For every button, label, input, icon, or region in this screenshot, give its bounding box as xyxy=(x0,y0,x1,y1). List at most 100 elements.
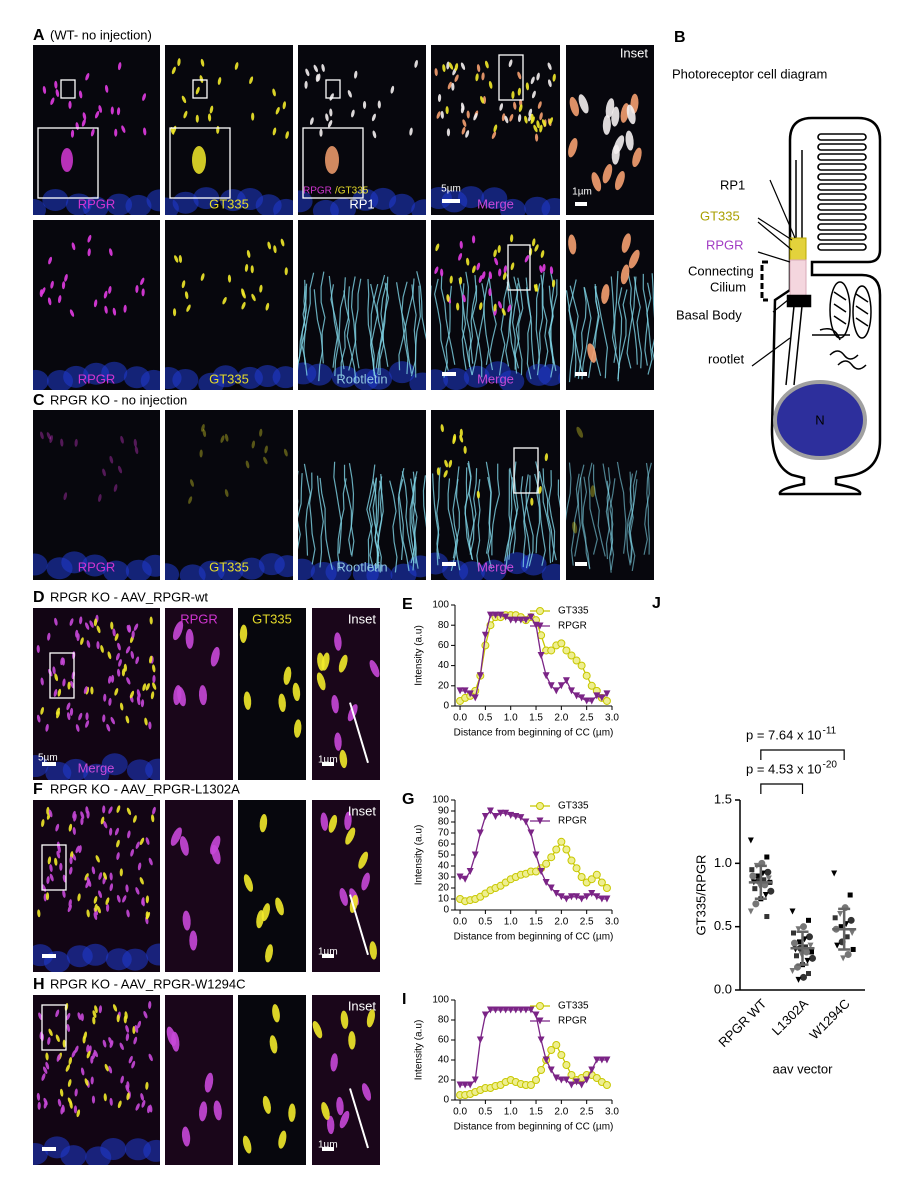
marker xyxy=(577,661,586,670)
marker xyxy=(844,934,850,940)
image-bg xyxy=(431,410,560,580)
inset-box xyxy=(60,79,76,99)
stain-dot xyxy=(190,479,194,487)
marker xyxy=(547,682,555,690)
zoom-dot xyxy=(192,146,206,174)
rootletin-fiber xyxy=(550,279,558,372)
significance-bracket xyxy=(760,783,804,794)
stain-dot xyxy=(524,115,528,124)
rootletin-fiber xyxy=(628,479,638,572)
stain-dot xyxy=(109,1097,113,1106)
stain-dot xyxy=(102,1039,107,1048)
stain-dot xyxy=(37,909,41,918)
stain-dot xyxy=(80,1013,84,1022)
stain-dot xyxy=(267,241,271,250)
panel-letter: A xyxy=(33,27,45,44)
marker xyxy=(567,893,575,901)
y-tick-label: 80 xyxy=(438,1015,450,1026)
x-tick-label: 2.0 xyxy=(554,1107,568,1118)
marker xyxy=(602,884,611,892)
stain-dot xyxy=(41,1073,46,1081)
stain-dot xyxy=(436,467,441,476)
stain-dot xyxy=(339,1110,350,1129)
stain-dot xyxy=(251,293,256,302)
y-tick-label: 1.5 xyxy=(714,791,732,806)
stain-dot xyxy=(83,686,88,694)
stain-dot xyxy=(145,1081,149,1090)
stain-dot xyxy=(414,60,418,68)
stain-dot xyxy=(86,909,90,918)
channel-label: Merge xyxy=(477,196,514,211)
stain-dot xyxy=(466,110,470,119)
stain-dot xyxy=(540,250,545,258)
scale-bar xyxy=(575,202,587,206)
stain-dot xyxy=(498,268,502,277)
stain-dot xyxy=(448,459,453,468)
stain-dot xyxy=(112,1004,118,1012)
stain-dot xyxy=(55,89,60,97)
stain-dot xyxy=(87,248,91,257)
nucleus-stain xyxy=(146,943,160,966)
stain-dot xyxy=(104,1063,109,1072)
y-tick-label: 60 xyxy=(438,839,450,850)
scale-label: 1µm xyxy=(318,947,338,958)
stain-dot xyxy=(122,895,127,903)
y-tick-label: 20 xyxy=(438,1075,450,1086)
y-tick-label: 0 xyxy=(443,1095,449,1106)
marker xyxy=(800,923,807,931)
stain-dot xyxy=(107,675,112,684)
sd-bar xyxy=(754,864,767,901)
stain-dot xyxy=(69,866,73,875)
marker xyxy=(762,892,769,898)
image-bg xyxy=(165,410,293,580)
rootletin-fiber xyxy=(367,478,377,571)
stain-dot xyxy=(541,119,547,127)
stain-dot xyxy=(280,238,285,247)
stain-dot xyxy=(539,265,543,274)
stain-dot xyxy=(126,807,132,816)
marker xyxy=(552,845,561,854)
rootletin-fiber xyxy=(397,468,405,560)
stain-dot xyxy=(171,66,176,75)
marker xyxy=(522,616,530,624)
stain-dot xyxy=(568,234,577,255)
profile-line xyxy=(349,702,369,764)
stain-dot xyxy=(320,812,329,831)
cc-bracket xyxy=(760,260,768,302)
scale-label: 1µm xyxy=(318,1140,338,1151)
rootletin-fiber xyxy=(483,272,491,365)
stain-dot xyxy=(36,644,40,653)
stain-dot xyxy=(517,87,521,96)
stain-dot xyxy=(256,910,265,929)
channel-label: GT335 xyxy=(209,371,249,386)
rootletin-fiber xyxy=(566,462,572,521)
marker xyxy=(592,1074,601,1082)
p-value: p = 4.53 x 10 xyxy=(746,761,822,776)
rootletin-fiber xyxy=(308,472,316,565)
label-rpgr: RPGR xyxy=(706,237,744,252)
stain-dot xyxy=(103,290,108,299)
stain-dot xyxy=(259,428,263,437)
stain-dot xyxy=(178,255,183,263)
rootletin-fiber xyxy=(401,471,415,564)
stain-dot xyxy=(85,712,89,721)
stain-dot xyxy=(339,749,348,769)
channel-label: RPGR xyxy=(78,559,116,574)
rootletin-fiber xyxy=(337,478,347,571)
stain-dot xyxy=(481,72,485,81)
marker xyxy=(497,1006,505,1014)
stain-dot xyxy=(71,1050,76,1058)
nucleus-stain xyxy=(62,758,89,780)
stain-dot xyxy=(73,813,77,822)
stain-dot xyxy=(114,633,119,641)
stain-dot xyxy=(117,465,123,474)
image-bg xyxy=(312,608,380,780)
stain-dot xyxy=(259,813,268,833)
label-cc: Connecting xyxy=(688,263,754,278)
marker xyxy=(791,939,798,947)
marker xyxy=(542,1056,550,1064)
rootletin-fiber xyxy=(340,286,350,379)
profile-line xyxy=(349,1088,369,1149)
stain-dot xyxy=(43,1100,48,1109)
stain-dot xyxy=(201,424,205,432)
